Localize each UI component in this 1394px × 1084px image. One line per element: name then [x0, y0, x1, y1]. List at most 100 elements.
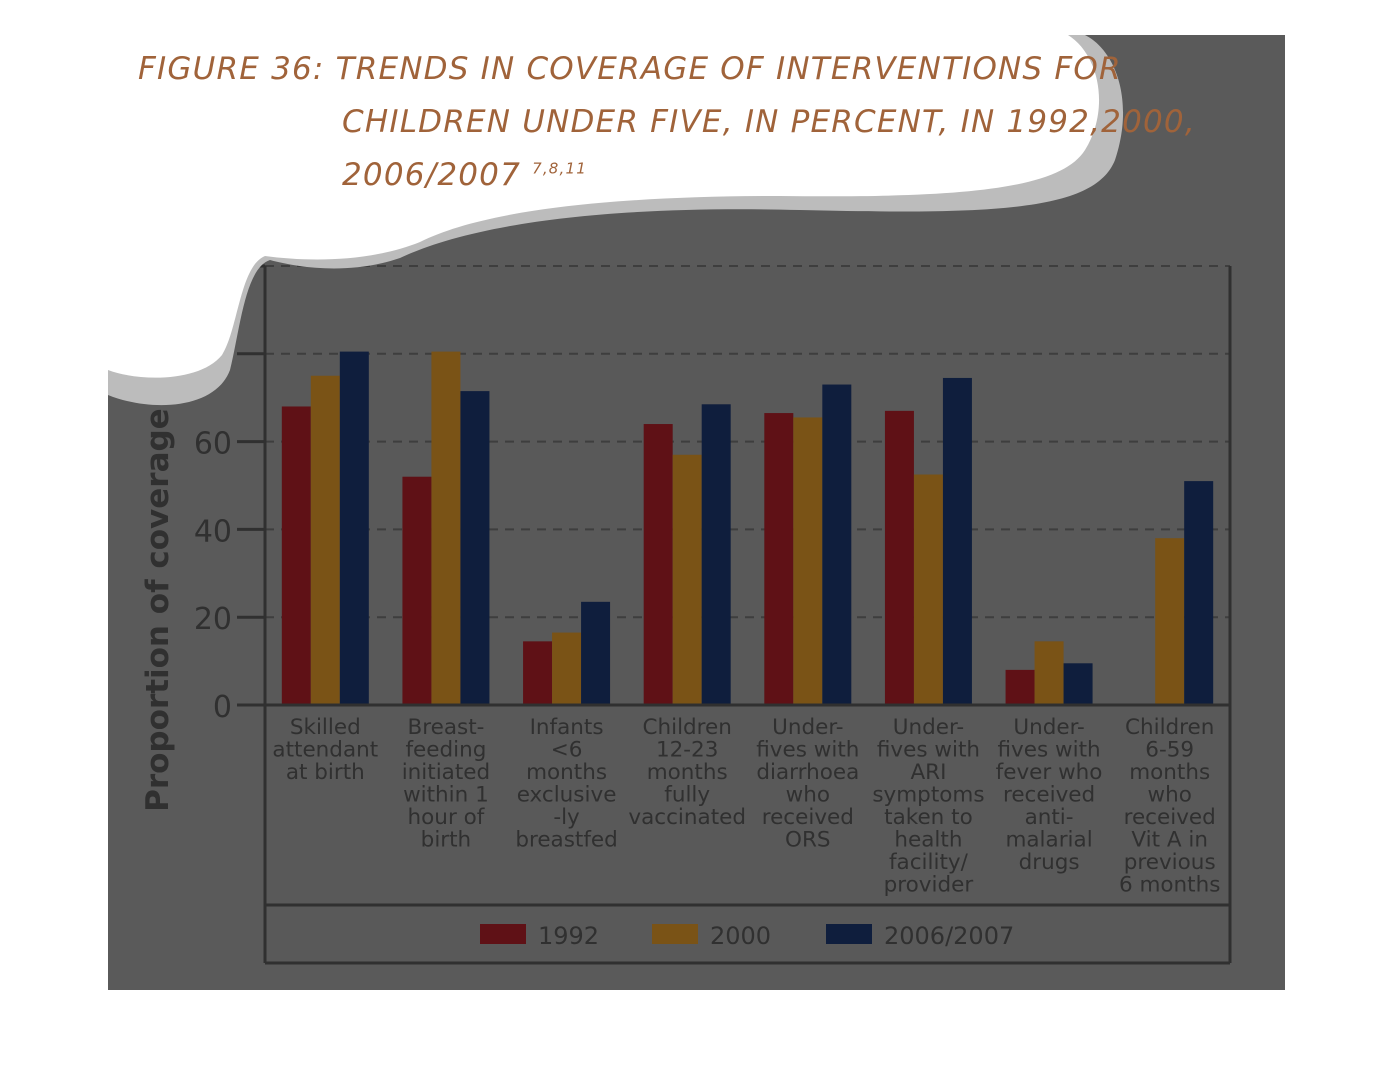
- y-tick-label: 60: [194, 427, 232, 462]
- category-label-line: facility/: [889, 850, 969, 875]
- category-label-line: previous: [1124, 850, 1216, 875]
- category-label-line: Breast-: [407, 715, 484, 740]
- bubble-left-notch: [108, 140, 117, 205]
- bar-1992: [1005, 669, 1035, 705]
- bar-1992: [884, 410, 914, 705]
- bar-2006-2007: [460, 391, 490, 705]
- category-label-line: malarial: [1005, 828, 1092, 853]
- bar-2000: [672, 454, 702, 705]
- y-tick-label: 0: [213, 690, 232, 725]
- bar-1992: [402, 476, 432, 705]
- figure-title-line-1: FIGURE 36: TRENDS IN COVERAGE OF INTERVE…: [138, 51, 1122, 87]
- category-label-line: Skilled: [290, 715, 361, 740]
- category-label-line: vaccinated: [628, 805, 746, 830]
- bar-2000: [913, 474, 943, 705]
- category-label-line: -ly: [553, 805, 580, 830]
- category-label-line: received: [1003, 783, 1095, 808]
- category-label: Under-fives with diarrhoea who received ORS: [756, 715, 859, 853]
- category-label-line: taken to: [884, 805, 973, 830]
- category-label-line: health: [894, 828, 962, 853]
- figure-title-years: 2006/2007: [342, 157, 522, 193]
- category-label: Skilled attendant at birth: [272, 715, 378, 785]
- category-label-line: Infants: [530, 715, 604, 740]
- category-label-line: exclusive: [517, 783, 617, 808]
- category-label: Under-fives with fever who received anti-ma…: [996, 715, 1103, 875]
- category-label-line: symptoms: [872, 783, 984, 808]
- bar-2006-2007: [1063, 663, 1093, 705]
- legend-swatch: [826, 924, 872, 944]
- bar-1992: [281, 406, 311, 705]
- bar-2006-2007: [581, 601, 611, 705]
- bar-1992: [523, 641, 553, 705]
- category-label-line: fives with: [997, 738, 1100, 763]
- bar-1992: [764, 413, 794, 705]
- legend-label: 2006/2007: [884, 922, 1014, 950]
- category-label-line: Children: [642, 715, 731, 740]
- bars: [281, 351, 1214, 705]
- bar-2006-2007: [701, 404, 731, 705]
- category-label-line: Under-: [772, 715, 843, 740]
- category-label-line: provider: [884, 873, 974, 898]
- y-tick-label: 40: [194, 514, 232, 549]
- bar-2006-2007: [1184, 481, 1214, 705]
- category-label: Under-fives with ARI symptoms taken to healt…: [872, 715, 984, 898]
- category-label-line: months: [526, 760, 607, 785]
- category-label-line: months: [647, 760, 728, 785]
- category-label-line: attendant: [272, 738, 378, 763]
- figure-title-references: 7,8,11: [532, 159, 588, 178]
- category-label-line: fives with: [877, 738, 980, 763]
- bar-2000: [1034, 641, 1064, 705]
- category-label: Infants <6 months exclusive -ly breastfed: [515, 715, 618, 853]
- category-label-line: hour of: [408, 805, 485, 830]
- category-label-line: received: [762, 805, 854, 830]
- category-label-line: 6 months: [1119, 873, 1221, 898]
- title-bubble: [108, 35, 1100, 378]
- category-label-line: anti-: [1025, 805, 1074, 830]
- bar-2000: [1155, 538, 1185, 705]
- category-label-line: who: [1148, 783, 1192, 808]
- category-label: Breast-feeding initiated within 1 hour of bi…: [402, 715, 490, 853]
- legend-swatch: [652, 924, 698, 944]
- category-label-line: who: [786, 783, 830, 808]
- category-label-line: received: [1124, 805, 1216, 830]
- category-label-line: 12-23: [656, 738, 718, 763]
- category-label-line: fully: [664, 783, 710, 808]
- bar-2006-2007: [942, 377, 972, 705]
- category-label-line: at birth: [286, 760, 365, 785]
- bar-2006-2007: [822, 384, 852, 705]
- bar-1992: [643, 424, 673, 705]
- y-tick-label: 20: [194, 602, 232, 637]
- category-label-line: <6: [551, 738, 583, 763]
- bar-2006-2007: [339, 351, 369, 705]
- legend-label: 2000: [710, 922, 771, 950]
- category-label-line: Under-: [893, 715, 964, 740]
- bar-2000: [552, 632, 582, 705]
- category-label-line: Children: [1125, 715, 1214, 740]
- category-label-line: fives with: [756, 738, 859, 763]
- bar-2000: [310, 375, 340, 705]
- y-axis-label: Proportion of coverage (%): [140, 338, 176, 812]
- legend-label: 1992: [538, 922, 599, 950]
- category-label-line: fever who: [996, 760, 1103, 785]
- category-label-line: ORS: [785, 828, 831, 853]
- category-label-line: breastfed: [515, 828, 618, 853]
- legend-swatch: [480, 924, 526, 944]
- category-label-line: diarrhoea: [756, 760, 859, 785]
- category-label-line: within 1: [403, 783, 489, 808]
- axes: [237, 264, 1232, 965]
- category-label: Children 6-59 months who received Vit A in pre…: [1119, 715, 1221, 898]
- category-label-line: months: [1129, 760, 1210, 785]
- category-labels: Skilled attendant at birth Breast-feeding in…: [272, 715, 1220, 898]
- category-label-line: birth: [421, 828, 472, 853]
- category-label-line: feeding: [405, 738, 486, 763]
- category-label-line: Under-: [1013, 715, 1084, 740]
- figure-title-line-3: 2006/2007 7,8,11: [342, 157, 587, 193]
- category-label-line: drugs: [1019, 850, 1080, 875]
- category-label: Children 12-23 months fully vaccinated: [628, 715, 746, 830]
- category-label-line: ARI: [910, 760, 946, 785]
- figure-title-line-2: CHILDREN UNDER FIVE, IN PERCENT, IN 1992…: [342, 104, 1196, 140]
- bar-2000: [431, 351, 461, 705]
- bar-2000: [793, 417, 823, 705]
